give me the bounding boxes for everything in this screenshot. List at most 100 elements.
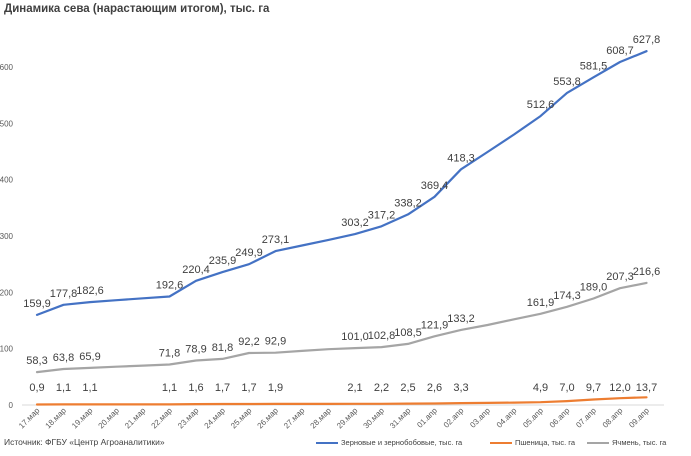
data-label-grain: 418,3 bbox=[447, 152, 475, 164]
x-tick-label: 01.апр bbox=[415, 406, 439, 430]
data-label-wheat: 4,9 bbox=[533, 382, 548, 394]
data-label-barley: 161,9 bbox=[527, 297, 555, 309]
source-note: Источник: ФГБУ «Центр Агроаналитики» bbox=[4, 437, 165, 447]
y-axis-ticks: 0 100 200 300 400 500 600 bbox=[0, 63, 14, 410]
x-axis-ticks: 17.мар 18.мар 19.мар 20.мар 21.мар 22.мар 23.м… bbox=[17, 406, 651, 431]
data-label-wheat: 1,6 bbox=[188, 382, 203, 394]
data-label-wheat: 3,3 bbox=[453, 382, 468, 394]
data-label-wheat: 2,5 bbox=[400, 382, 415, 394]
data-label-barley: 102,8 bbox=[368, 330, 396, 342]
data-label-grain: 303,2 bbox=[341, 217, 369, 229]
data-label-barley: 81,8 bbox=[212, 342, 233, 354]
data-label-wheat: 9,7 bbox=[586, 382, 601, 394]
data-label-barley: 92,2 bbox=[238, 336, 259, 348]
data-label-grain: 317,2 bbox=[368, 209, 396, 221]
x-tick-label: 23.мар bbox=[176, 406, 201, 431]
legend-swatch-grain bbox=[316, 441, 338, 444]
x-tick-label: 19.мар bbox=[70, 406, 95, 431]
series-line-grain bbox=[35, 50, 648, 316]
data-label-wheat: 1,7 bbox=[215, 382, 230, 394]
legend-swatch-wheat bbox=[490, 441, 512, 444]
data-label-grain: 220,4 bbox=[182, 264, 210, 276]
legend-swatch-barley bbox=[587, 441, 609, 444]
data-label-barley: 65,9 bbox=[79, 351, 100, 363]
data-label-barley: 108,5 bbox=[394, 327, 422, 339]
x-tick-label: 07.апр bbox=[574, 406, 598, 430]
x-tick-label: 22.мар bbox=[149, 406, 174, 431]
data-label-barley: 121,9 bbox=[421, 319, 449, 331]
data-label-grain: 581,5 bbox=[580, 60, 608, 72]
x-tick-label: 02.апр bbox=[442, 406, 466, 430]
data-label-wheat: 1,7 bbox=[241, 382, 256, 394]
x-tick-label: 30.мар bbox=[361, 406, 386, 431]
series-line-wheat bbox=[35, 396, 648, 406]
data-label-barley: 78,9 bbox=[185, 344, 206, 356]
x-tick-label: 20.мар bbox=[96, 406, 121, 431]
data-label-grain: 177,8 bbox=[50, 288, 78, 300]
legend-label-wheat: Пшеница, тыс. га bbox=[515, 438, 576, 447]
data-label-wheat: 12,0 bbox=[609, 382, 630, 394]
data-label-grain: 192,6 bbox=[156, 279, 184, 291]
legend-label-barley: Ячмень, тыс. га bbox=[612, 438, 667, 447]
data-label-grain: 627,8 bbox=[633, 34, 661, 46]
data-label-grain: 182,6 bbox=[76, 285, 104, 297]
data-label-grain: 338,2 bbox=[394, 197, 422, 209]
y-tick-label: 200 bbox=[0, 288, 14, 297]
x-tick-label: 09.апр bbox=[627, 406, 651, 430]
legend-item-wheat: Пшеница, тыс. га bbox=[490, 438, 575, 447]
data-label-barley: 133,2 bbox=[447, 313, 475, 325]
y-tick-label: 400 bbox=[0, 176, 14, 185]
data-label-barley: 92,9 bbox=[265, 336, 286, 348]
x-tick-label: 29.мар bbox=[335, 406, 360, 431]
x-tick-label: 05.апр bbox=[521, 406, 545, 430]
y-tick-label: 300 bbox=[0, 232, 14, 241]
x-tick-label: 06.апр bbox=[548, 406, 572, 430]
data-label-barley: 58,3 bbox=[26, 355, 47, 367]
data-label-barley: 101,0 bbox=[341, 331, 369, 343]
legend-label-grain: Зерновые и зернобобовые, тыс. га bbox=[341, 438, 463, 447]
x-tick-label: 08.апр bbox=[601, 406, 625, 430]
x-tick-label: 24.мар bbox=[202, 406, 227, 431]
x-tick-label: 04.апр bbox=[495, 406, 519, 430]
data-label-grain: 553,8 bbox=[553, 76, 581, 88]
legend-item-barley: Ячмень, тыс. га bbox=[587, 438, 666, 447]
y-tick-label: 100 bbox=[0, 345, 14, 354]
data-label-barley: 63,8 bbox=[53, 352, 74, 364]
x-tick-label: 18.мар bbox=[43, 406, 68, 431]
x-tick-label: 21.мар bbox=[123, 406, 148, 431]
data-label-wheat: 1,9 bbox=[268, 382, 283, 394]
data-label-grain: 512,6 bbox=[527, 99, 555, 111]
data-label-grain: 369,4 bbox=[421, 180, 449, 192]
data-label-barley: 189,0 bbox=[580, 281, 608, 293]
data-label-wheat: 2,2 bbox=[374, 382, 389, 394]
data-label-barley: 71,8 bbox=[159, 348, 180, 360]
data-label-wheat: 2,6 bbox=[427, 382, 442, 394]
y-tick-label: 0 bbox=[9, 401, 14, 410]
series-lines bbox=[35, 50, 648, 406]
y-tick-label: 500 bbox=[0, 119, 14, 128]
legend-item-grain: Зерновые и зернобобовые, тыс. га bbox=[316, 438, 462, 447]
data-label-grain: 235,9 bbox=[209, 255, 237, 267]
data-label-wheat: 13,7 bbox=[636, 382, 657, 394]
data-label-wheat: 1,1 bbox=[56, 382, 71, 394]
x-tick-label: 25.мар bbox=[229, 406, 254, 431]
y-tick-label: 600 bbox=[0, 63, 14, 72]
data-label-wheat: 1,1 bbox=[82, 382, 97, 394]
data-label-grain: 249,9 bbox=[235, 247, 263, 259]
data-label-grain: 159,9 bbox=[23, 298, 51, 310]
x-tick-label: 31.мар bbox=[388, 406, 413, 431]
x-tick-label: 03.апр bbox=[468, 406, 492, 430]
x-tick-label: 27.мар bbox=[282, 406, 307, 431]
data-label-grain: 608,7 bbox=[606, 45, 634, 57]
data-label-grain: 273,1 bbox=[262, 234, 290, 246]
data-label-wheat: 0,9 bbox=[29, 382, 44, 394]
data-label-wheat: 2,1 bbox=[347, 382, 362, 394]
x-tick-label: 26.мар bbox=[255, 406, 280, 431]
data-label-wheat: 1,1 bbox=[162, 382, 177, 394]
data-label-barley: 174,3 bbox=[553, 290, 581, 302]
chart-title: Динамика сева (нарастающим итогом), тыс.… bbox=[4, 3, 270, 15]
x-tick-label: 28.мар bbox=[308, 406, 333, 431]
data-label-barley: 207,3 bbox=[606, 271, 634, 283]
